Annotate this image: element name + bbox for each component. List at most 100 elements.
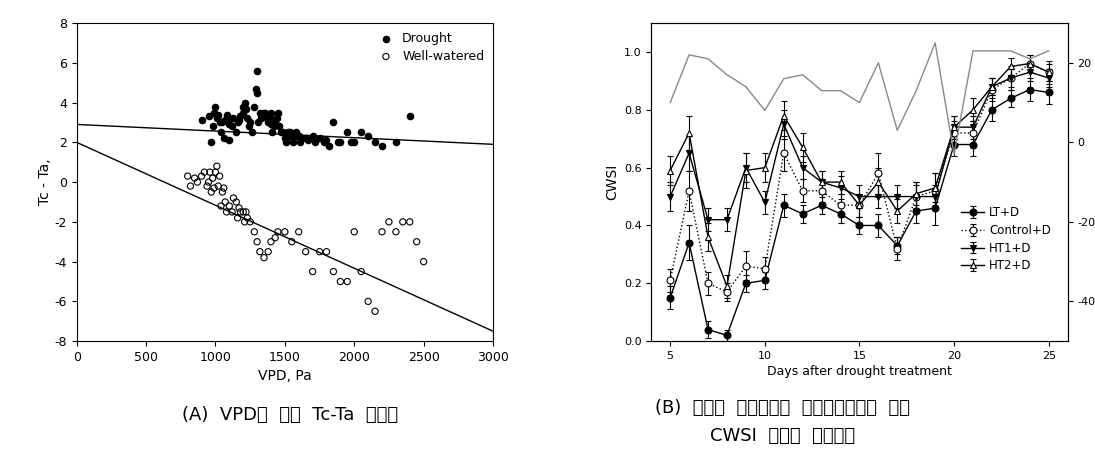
Drought [353, 129, 370, 136]
Well-watered [220, 202, 238, 210]
Drought [291, 139, 309, 146]
Drought [272, 129, 289, 136]
Drought [249, 67, 266, 75]
Drought [199, 113, 217, 120]
Drought [230, 117, 247, 124]
Drought [219, 115, 237, 122]
Well-watered [196, 168, 214, 176]
Drought [218, 111, 235, 118]
Drought [290, 133, 308, 140]
Drought [262, 121, 279, 128]
Well-watered [215, 184, 232, 192]
Drought [253, 115, 270, 122]
Well-watered [239, 214, 256, 222]
Well-watered [303, 268, 321, 275]
Drought [209, 111, 227, 118]
Drought [220, 121, 238, 128]
Drought [315, 139, 333, 146]
Drought [280, 133, 298, 140]
Drought [373, 142, 391, 150]
Drought [328, 139, 346, 146]
Drought [281, 129, 299, 136]
Well-watered [359, 298, 377, 305]
Drought [211, 119, 229, 126]
Drought [346, 139, 364, 146]
Well-watered [178, 172, 196, 180]
Drought [235, 99, 253, 106]
Drought [261, 115, 278, 122]
Drought [401, 113, 418, 120]
Well-watered [230, 204, 247, 212]
Text: (A)  VPD에  따른  Tc-Ta  검량식: (A) VPD에 따른 Tc-Ta 검량식 [182, 406, 399, 424]
Drought [204, 123, 221, 130]
Well-watered [193, 172, 210, 180]
Well-watered [394, 218, 412, 225]
X-axis label: VPD, Pa: VPD, Pa [258, 369, 312, 384]
Well-watered [201, 168, 219, 176]
Well-watered [212, 202, 230, 210]
Drought [367, 139, 384, 146]
Well-watered [283, 238, 300, 245]
Well-watered [276, 228, 293, 236]
Well-watered [408, 238, 426, 245]
Drought [311, 135, 328, 142]
Well-watered [251, 248, 268, 255]
Drought [283, 133, 300, 140]
Drought [223, 123, 241, 130]
Drought [256, 109, 274, 116]
Drought [277, 139, 295, 146]
Well-watered [198, 183, 216, 190]
Well-watered [262, 238, 279, 245]
Drought [224, 115, 242, 122]
Drought [332, 139, 349, 146]
Drought [193, 117, 210, 124]
Drought [239, 115, 256, 122]
Drought [215, 135, 232, 142]
Drought [208, 115, 226, 122]
Well-watered [224, 195, 242, 202]
Well-watered [218, 208, 235, 216]
Drought [307, 139, 324, 146]
Well-watered [324, 268, 342, 275]
Drought [220, 136, 238, 144]
Drought [262, 109, 279, 116]
Well-watered [188, 178, 206, 186]
Well-watered [255, 254, 273, 261]
Drought [254, 109, 272, 116]
Well-watered [209, 183, 227, 190]
Legend: LT+D, Control+D, HT1+D, HT2+D: LT+D, Control+D, HT1+D, HT2+D [958, 204, 1053, 275]
Drought [265, 123, 283, 130]
Well-watered [367, 307, 384, 315]
Well-watered [234, 208, 252, 216]
Well-watered [415, 258, 433, 266]
Well-watered [235, 218, 253, 225]
Well-watered [260, 248, 277, 255]
Well-watered [205, 184, 222, 192]
Drought [232, 113, 250, 120]
Drought [318, 136, 335, 144]
Drought [234, 109, 252, 116]
Drought [234, 103, 252, 110]
Drought [270, 123, 288, 130]
Drought [266, 119, 284, 126]
Drought [287, 129, 304, 136]
Drought [292, 135, 310, 142]
Drought [205, 109, 222, 116]
Drought [258, 115, 276, 122]
Well-watered [229, 214, 246, 222]
Drought [388, 139, 405, 146]
Y-axis label: CWSI: CWSI [606, 164, 620, 200]
Well-watered [204, 174, 221, 182]
Drought [285, 139, 302, 146]
Well-watered [214, 189, 231, 196]
Drought [338, 129, 356, 136]
Drought [260, 119, 277, 126]
Well-watered [380, 218, 397, 225]
Well-watered [373, 228, 391, 236]
Well-watered [199, 178, 217, 186]
Drought [247, 85, 265, 92]
Drought [238, 105, 255, 112]
Drought [279, 129, 297, 136]
Well-watered [266, 234, 284, 242]
Drought [303, 133, 321, 140]
